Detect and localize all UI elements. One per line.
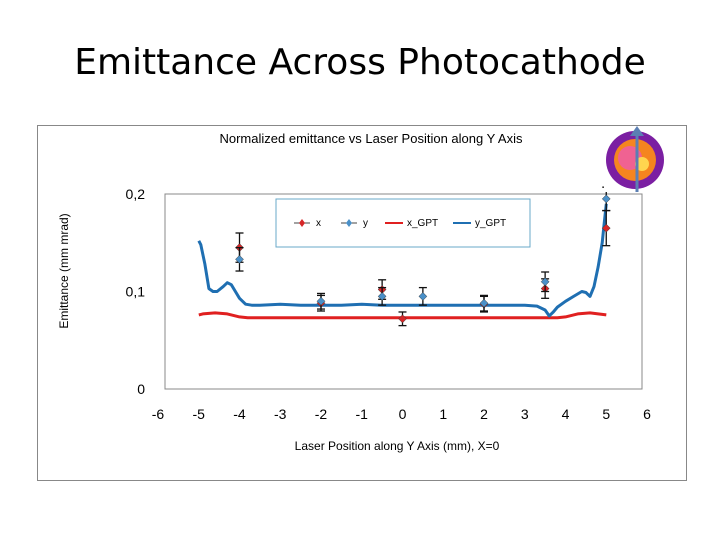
x-tick-label: 4 (562, 406, 570, 422)
x-tick-label: 1 (439, 406, 447, 422)
x-tick-label: -2 (315, 406, 328, 422)
x-tick-label: 0 (399, 406, 407, 422)
legend: x y x_GPT y_GPT (275, 198, 531, 248)
series-line-y-gpt (197, 203, 608, 318)
y-tick-label: 0,1 (126, 284, 146, 300)
x-tick-label: -3 (274, 406, 287, 422)
data-point-y (418, 292, 428, 301)
data-point-y (601, 194, 611, 204)
x-tick-label: -4 (233, 406, 246, 422)
x-tick-label: 2 (480, 406, 488, 422)
legend-xgpt-label: x_GPT (407, 218, 438, 229)
x-tick-label: 6 (643, 406, 651, 422)
slide-title: Emittance Across Photocathode (74, 42, 646, 83)
chart-title: Normalized emittance vs Laser Position a… (219, 131, 523, 146)
data-point-x (398, 314, 407, 324)
chart: Normalized emittance vs Laser Position a… (57, 126, 668, 453)
x-tick-label: 3 (521, 406, 529, 422)
legend-y-label: y (363, 218, 368, 229)
x-tick-label: -5 (193, 406, 206, 422)
data-point-y (479, 298, 489, 308)
legend-x-marker (299, 219, 305, 227)
legend-ygpt-label: y_GPT (475, 218, 506, 229)
data-point-y (377, 292, 387, 301)
y-axis-label: Emittance (mm mrad) (57, 213, 71, 328)
data-point-y (316, 296, 326, 306)
legend-x-label: x (316, 218, 321, 229)
y-tick-label: 0 (137, 381, 145, 397)
beam-spot-image (604, 126, 668, 192)
x-tick-label: -6 (152, 406, 165, 422)
measured-points (235, 186, 611, 327)
legend-box (275, 198, 531, 248)
axis-ticks: -6 -5 -4 -3 -2 -1 0 1 2 3 4 5 6 0 0,1 0,2 (126, 186, 652, 422)
inset-arrow-head (630, 126, 644, 136)
x-tick-label: 5 (602, 406, 610, 422)
data-point-y (235, 254, 244, 264)
plot-area (164, 193, 643, 390)
data-point-y (540, 277, 550, 287)
chart-frame: Normalized emittance vs Laser Position a… (37, 125, 687, 481)
data-point-x (601, 223, 611, 233)
legend-y-marker (346, 219, 352, 227)
x-axis-label: Laser Position along Y Axis (mm), X=0 (295, 439, 500, 453)
y-tick-label: 0,2 (126, 186, 146, 202)
x-tick-label: -1 (356, 406, 369, 422)
